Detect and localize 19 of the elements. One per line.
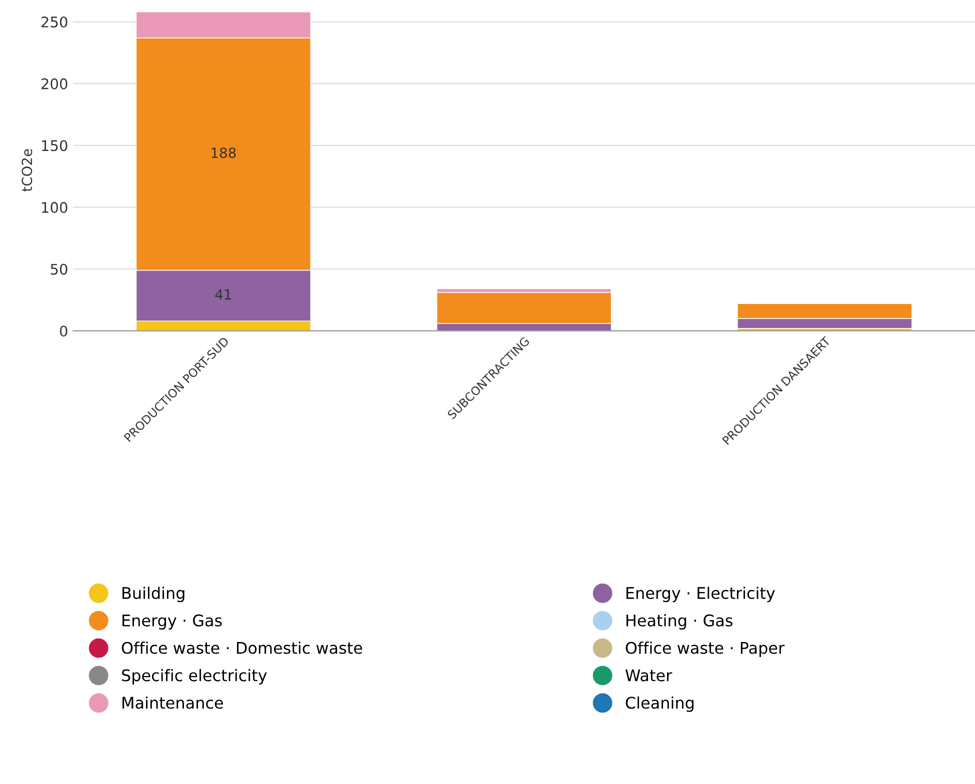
- y-tick-label: 200: [41, 78, 68, 90]
- y-tick-label: 100: [42, 202, 68, 213]
- y-tick-label: 0: [60, 326, 68, 337]
- legend-label: Energy · Electricity: [626, 586, 775, 602]
- legend-label: Office waste · Paper: [626, 642, 785, 658]
- legend-label: Water: [625, 670, 672, 682]
- legend-label: Energy · Gas: [122, 614, 222, 630]
- y-tick-label: 50: [50, 264, 68, 275]
- y-tick-label: 150: [42, 140, 68, 152]
- legend-label: Maintenance: [122, 696, 223, 709]
- legend-label: Office waste · Domestic waste: [122, 642, 362, 654]
- data-label: 188: [212, 148, 236, 158]
- legend-label: Specific electricity: [122, 669, 267, 684]
- legend-label: Cleaning: [626, 696, 694, 712]
- legend-label: Building: [122, 586, 184, 602]
- y-tick-label: 250: [41, 16, 68, 28]
- data-label: 41: [215, 289, 231, 300]
- legend-label: Heating · Gas: [626, 614, 732, 630]
- y-axis-title: tCO2e: [22, 149, 32, 192]
